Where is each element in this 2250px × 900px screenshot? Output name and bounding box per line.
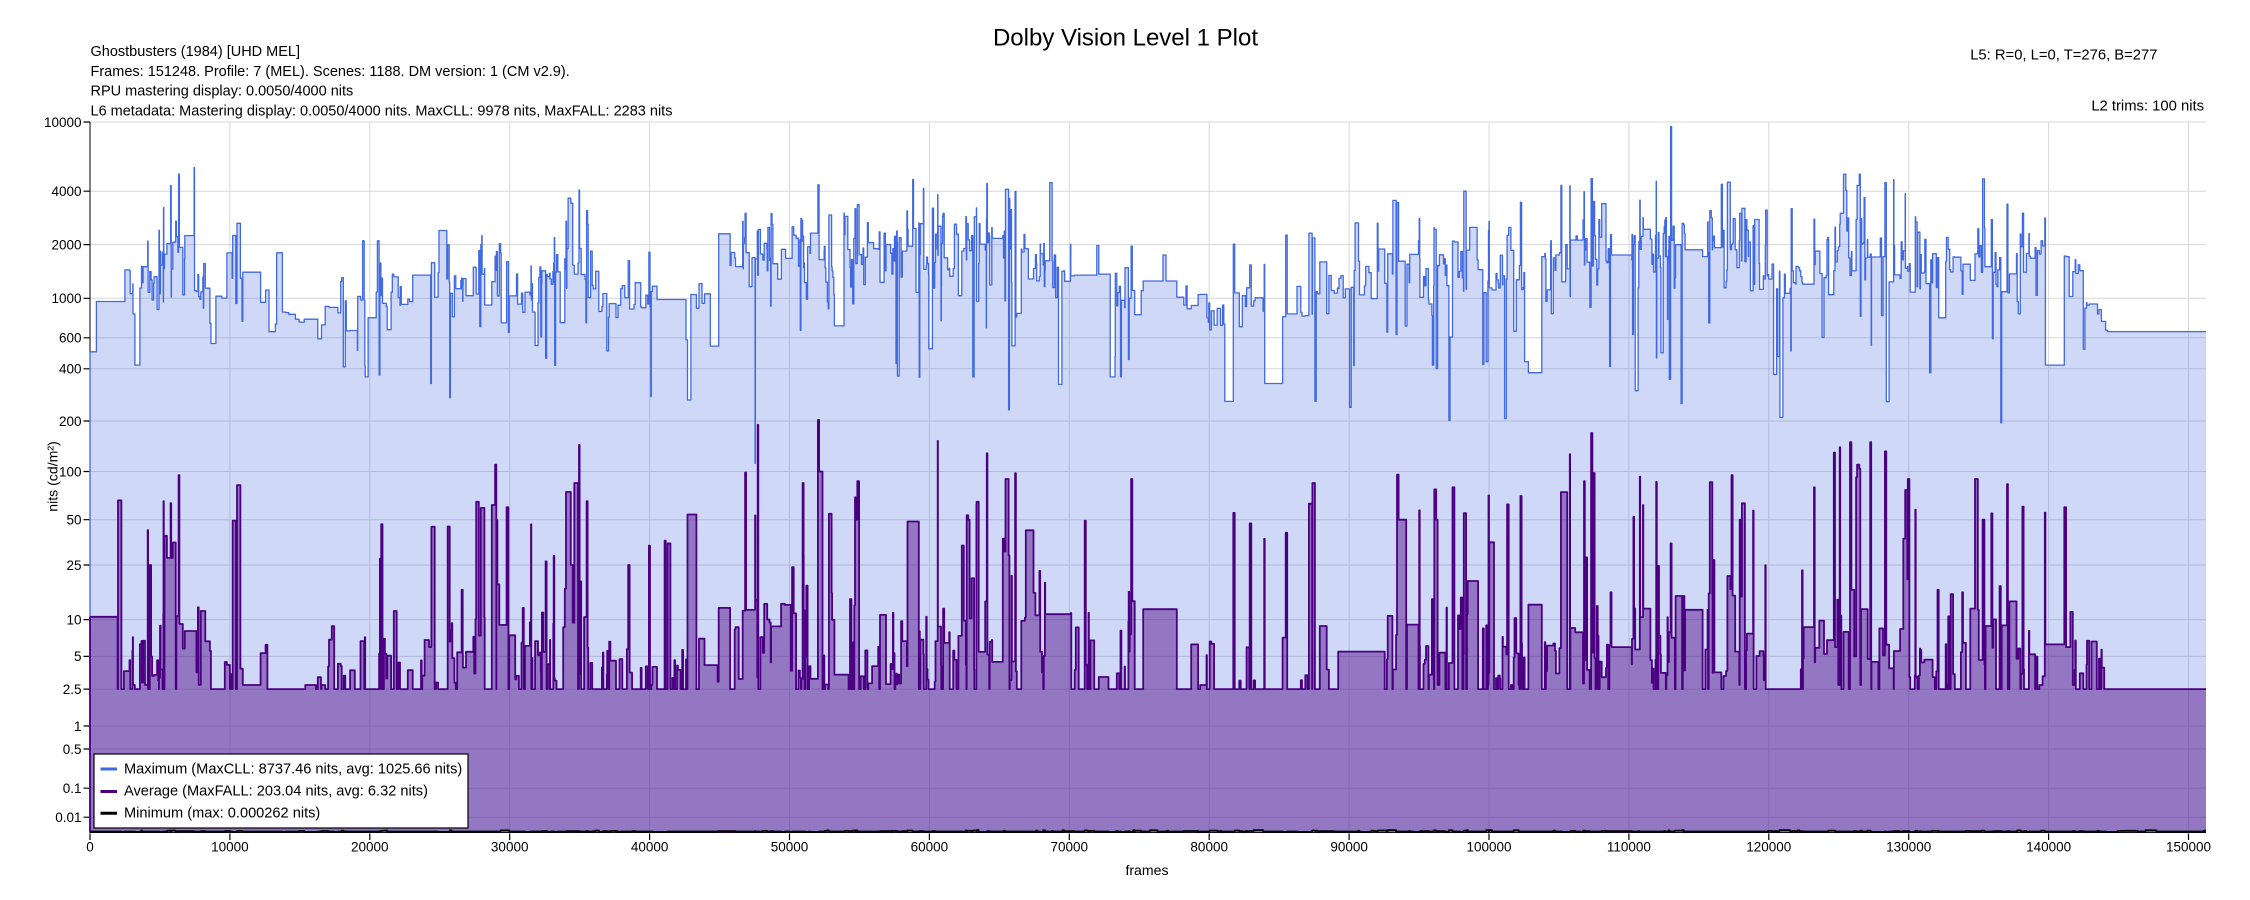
svg-text:frames: frames [1125,862,1168,878]
svg-text:Minimum (max: 0.000262 nits): Minimum (max: 0.000262 nits) [124,806,320,822]
svg-text:600: 600 [59,331,82,346]
svg-text:50000: 50000 [771,839,809,854]
svg-text:L2 trims: 100 nits: L2 trims: 100 nits [2091,99,2204,115]
svg-text:20000: 20000 [351,839,389,854]
svg-text:130000: 130000 [1886,839,1931,854]
svg-text:L6 metadata: Mastering display: L6 metadata: Mastering display: 0.0050/4… [91,103,673,119]
svg-text:25: 25 [66,558,81,573]
svg-text:Average (MaxFALL: 203.04 nits,: Average (MaxFALL: 203.04 nits, avg: 6.32… [124,783,428,799]
svg-text:Ghostbusters (1984) [UHD MEL]: Ghostbusters (1984) [UHD MEL] [91,44,301,60]
svg-text:100000: 100000 [1466,839,1511,854]
svg-text:10000: 10000 [211,839,249,854]
svg-text:400: 400 [59,362,82,377]
svg-text:30000: 30000 [491,839,529,854]
svg-text:100: 100 [59,464,82,479]
svg-text:10: 10 [66,612,81,627]
svg-text:5: 5 [74,649,82,664]
svg-text:140000: 140000 [2026,839,2071,854]
svg-text:80000: 80000 [1190,839,1228,854]
svg-text:10000: 10000 [44,115,82,130]
svg-text:0: 0 [86,839,94,854]
svg-text:40000: 40000 [631,839,669,854]
svg-text:150000: 150000 [2166,839,2211,854]
svg-text:0.5: 0.5 [63,742,82,757]
svg-text:90000: 90000 [1330,839,1368,854]
svg-text:120000: 120000 [1746,839,1791,854]
svg-text:70000: 70000 [1051,839,1089,854]
svg-text:nits (cd/m²): nits (cd/m²) [45,441,61,511]
svg-text:110000: 110000 [1607,839,1651,854]
svg-text:1: 1 [74,719,82,734]
svg-text:1000: 1000 [51,291,81,306]
svg-text:Dolby Vision Level 1 Plot: Dolby Vision Level 1 Plot [993,25,1258,52]
svg-text:0.01: 0.01 [55,810,81,825]
svg-text:200: 200 [59,414,82,429]
svg-text:50: 50 [66,513,81,528]
svg-text:Frames: 151248. Profile: 7 (ME: Frames: 151248. Profile: 7 (MEL). Scenes… [91,64,570,80]
svg-text:L5: R=0, L=0, T=276, B=277: L5: R=0, L=0, T=276, B=277 [1970,48,2157,64]
svg-text:60000: 60000 [911,839,949,854]
svg-text:2.5: 2.5 [63,682,82,697]
svg-text:4000: 4000 [51,184,81,199]
svg-text:2000: 2000 [51,237,81,252]
svg-text:Maximum (MaxCLL: 8737.46 nits,: Maximum (MaxCLL: 8737.46 nits, avg: 1025… [124,761,462,777]
svg-text:RPU mastering display: 0.0050/: RPU mastering display: 0.0050/4000 nits [91,84,354,100]
svg-text:0.1: 0.1 [63,781,82,796]
